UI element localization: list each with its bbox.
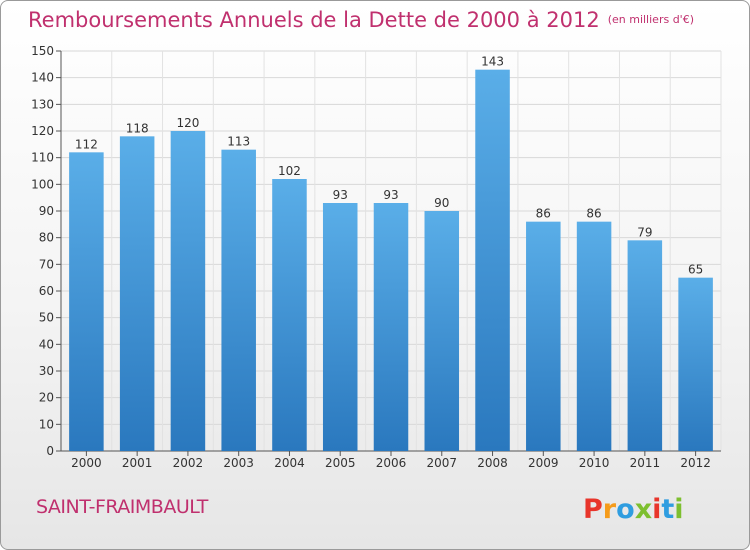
logo-letter: o (616, 494, 635, 525)
logo-text: Proxiti (583, 494, 684, 525)
y-tick-label: 70 (39, 257, 54, 271)
bar (272, 179, 307, 451)
x-tick-label: 2004 (274, 456, 305, 470)
chart-title-text: Remboursements Annuels de la Dette de 20… (28, 8, 600, 32)
bar-value-label: 65 (688, 263, 703, 277)
bar-value-label: 120 (176, 116, 199, 130)
x-tick-label: 2003 (223, 456, 254, 470)
x-tick-label: 2005 (325, 456, 356, 470)
y-tick-label: 120 (31, 124, 54, 138)
y-tick-label: 20 (39, 391, 54, 405)
bar (576, 221, 612, 451)
y-tick-label: 30 (39, 364, 54, 378)
bar (170, 131, 206, 451)
bar-value-label: 93 (383, 188, 398, 202)
y-tick-label: 50 (39, 311, 54, 325)
x-tick-label: 2002 (173, 456, 204, 470)
bar (424, 211, 460, 451)
y-tick-label: 140 (31, 71, 54, 85)
bar-value-label: 86 (536, 207, 551, 221)
x-tick-label: 2008 (477, 456, 508, 470)
x-tick-label: 2010 (579, 456, 610, 470)
x-tick-label: 2006 (376, 456, 407, 470)
logo-letter: i (652, 494, 661, 525)
logo-letter: x (635, 494, 652, 525)
y-tick-label: 0 (46, 444, 54, 458)
y-tick-label: 10 (39, 417, 54, 431)
y-tick-label: 80 (39, 231, 54, 245)
logo-letter: i (674, 494, 683, 525)
bar (322, 203, 358, 451)
bar-value-label: 118 (126, 121, 149, 135)
x-tick-label: 2009 (528, 456, 559, 470)
bar (475, 69, 510, 452)
commune-name: SAINT-FRAIMBAULT (36, 496, 208, 518)
logo-letter: P (583, 494, 603, 525)
bar (627, 240, 663, 451)
logo-letter: r (603, 494, 617, 525)
bar (119, 136, 155, 452)
x-tick-label: 2007 (426, 456, 457, 470)
bar (526, 221, 561, 451)
bar-value-label: 90 (434, 196, 449, 210)
y-tick-label: 40 (39, 337, 54, 351)
bar-value-label: 112 (75, 137, 98, 151)
bar-value-label: 113 (227, 135, 250, 149)
y-tick-label: 90 (39, 204, 54, 218)
bar-value-label: 102 (278, 164, 301, 178)
logo-letter: t (661, 494, 674, 525)
y-tick-label: 100 (31, 177, 54, 191)
bar-value-label: 93 (333, 188, 348, 202)
chart-unit: (en milliers d'€) (607, 13, 694, 26)
y-tick-label: 130 (31, 97, 54, 111)
labels: 0 10 20 30 40 50 60 70 80 90 100 110 120 130 140 150 112… (31, 44, 711, 470)
y-tick-label: 60 (39, 284, 54, 298)
bar (678, 277, 713, 451)
bar-value-label: 79 (637, 225, 652, 239)
chart-title: Remboursements Annuels de la Dette de 20… (28, 8, 694, 32)
x-tick-label: 2011 (630, 456, 661, 470)
x-tick-label: 2001 (122, 456, 153, 470)
y-tick-label: 110 (31, 151, 54, 165)
proxiti-logo: Proxiti (583, 494, 684, 525)
bar (69, 152, 104, 452)
bar (221, 149, 256, 451)
bar-value-label: 143 (481, 55, 504, 69)
bar (373, 203, 409, 451)
bar-value-label: 86 (586, 207, 601, 221)
y-tick-label: 150 (31, 44, 54, 58)
x-tick-label: 2012 (680, 456, 711, 470)
bars (69, 69, 713, 452)
x-tick-label: 2000 (71, 456, 102, 470)
